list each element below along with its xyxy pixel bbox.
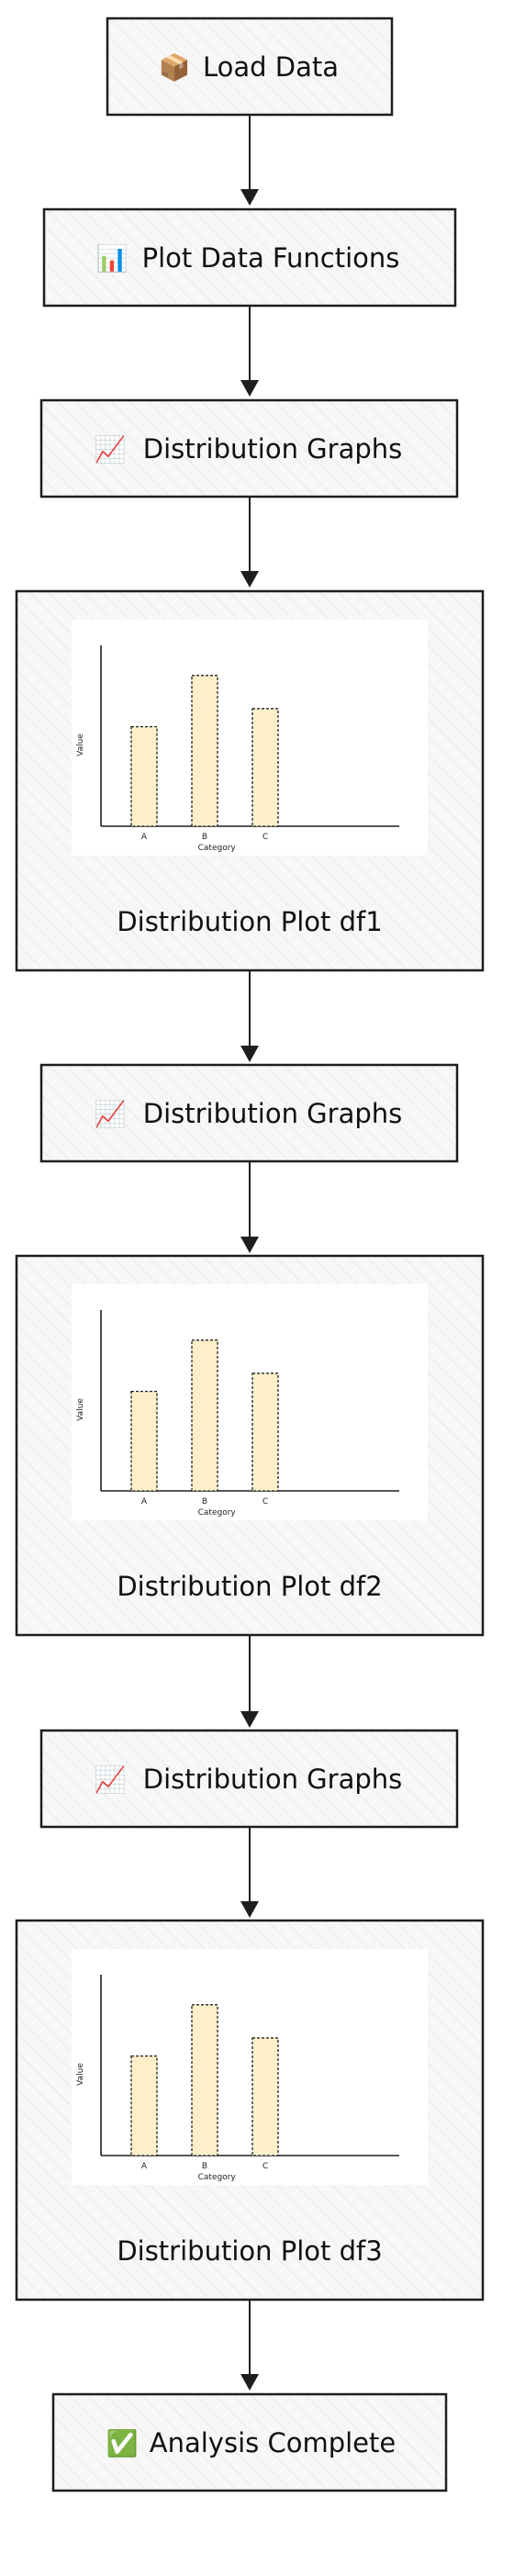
- x-axis-label: Category: [198, 1508, 237, 1518]
- chart-increasing-icon: 📈: [95, 1099, 127, 1129]
- check-mark-icon: ✅: [106, 2428, 139, 2458]
- node-analysis-complete[interactable]: ✅ Analysis Complete: [51, 2392, 448, 2492]
- bar-A: [130, 726, 158, 827]
- x-tick-label: C: [263, 1497, 268, 1506]
- bar-chart-df2: A B C Category Value: [76, 1310, 399, 1518]
- bar-A: [130, 1391, 158, 1492]
- bar-B: [191, 675, 218, 827]
- package-icon: 📦: [159, 52, 191, 83]
- node-label: Plot Data Functions: [142, 242, 400, 274]
- bar-C: [251, 1372, 279, 1492]
- node-label: Distribution Graphs: [143, 1098, 402, 1129]
- bar-chart-icon: 📊: [96, 243, 128, 274]
- y-axis-label: Value: [76, 734, 85, 756]
- chart-panel: [72, 1284, 428, 1520]
- x-tick-label: C: [263, 833, 268, 842]
- node-label: Distribution Plot df1: [117, 906, 382, 937]
- x-tick-label: A: [141, 1497, 148, 1506]
- node-label: Load Data: [203, 51, 339, 83]
- node-plot-data-functions[interactable]: 📊 Plot Data Functions: [42, 207, 457, 308]
- node-label: Distribution Graphs: [143, 433, 402, 465]
- node-distribution-plot-df1[interactable]: A B C Category Value Distribution Plot df1: [15, 589, 485, 972]
- x-tick-label: B: [202, 833, 207, 842]
- x-tick-label: B: [202, 1497, 207, 1506]
- node-label: Distribution Graphs: [143, 1764, 402, 1795]
- chart-increasing-icon: 📈: [95, 434, 127, 465]
- node-distribution-graphs-2[interactable]: 📈 Distribution Graphs: [39, 1063, 459, 1163]
- bar-B: [191, 1339, 218, 1492]
- chart-panel: [72, 620, 428, 856]
- x-tick-label: B: [202, 2162, 207, 2171]
- x-tick-label: A: [141, 833, 148, 842]
- node-distribution-graphs-1[interactable]: 📈 Distribution Graphs: [39, 398, 459, 498]
- bar-chart-df3: A B C Category Value: [76, 1975, 399, 2182]
- chart-panel: [72, 1949, 428, 2185]
- node-label: Analysis Complete: [150, 2427, 396, 2458]
- x-tick-label: A: [141, 2162, 148, 2171]
- node-distribution-graphs-3[interactable]: 📈 Distribution Graphs: [39, 1729, 459, 1829]
- bar-chart-df1: A B C Category Value: [76, 645, 399, 853]
- y-axis-label: Value: [76, 1398, 85, 1421]
- chart-increasing-icon: 📈: [95, 1764, 127, 1795]
- y-axis-label: Value: [76, 2063, 85, 2086]
- node-label: Distribution Plot df2: [117, 1571, 382, 1602]
- bar-A: [130, 2055, 158, 2156]
- x-axis-label: Category: [198, 844, 237, 853]
- bar-C: [251, 2037, 279, 2156]
- bar-B: [191, 2004, 218, 2156]
- node-distribution-plot-df2[interactable]: A B C Category Value Distribution Plot df2: [15, 1254, 485, 1637]
- x-tick-label: C: [263, 2162, 268, 2171]
- node-label: Distribution Plot df3: [117, 2235, 382, 2267]
- bar-C: [251, 708, 279, 827]
- node-distribution-plot-df3[interactable]: A B C Category Value Distribution Plot df3: [15, 1919, 485, 2302]
- x-axis-label: Category: [198, 2173, 237, 2182]
- node-load-data[interactable]: 📦 Load Data: [106, 17, 394, 117]
